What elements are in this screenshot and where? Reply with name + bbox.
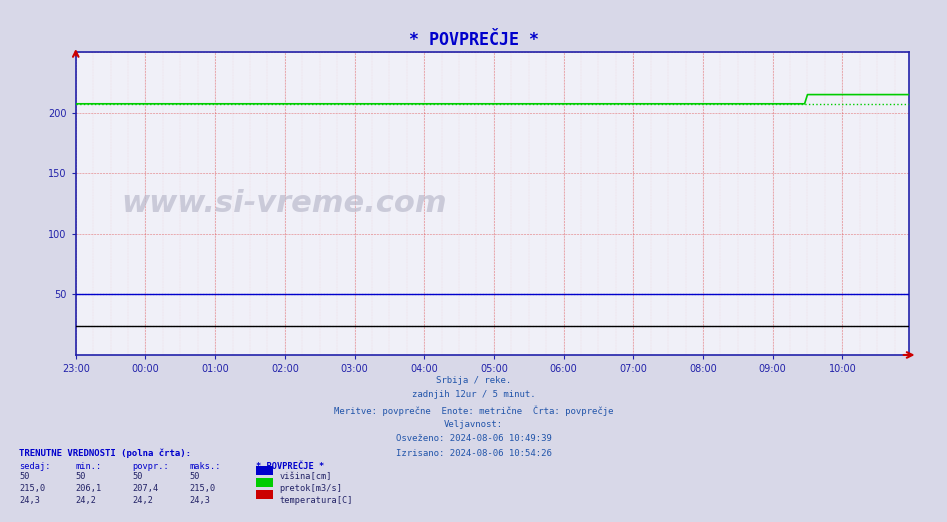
Text: 24,2: 24,2 — [133, 496, 153, 505]
Text: sedaj:: sedaj: — [19, 462, 50, 471]
Text: 50: 50 — [189, 472, 200, 481]
Text: 207,4: 207,4 — [133, 484, 159, 493]
Text: Osveženo: 2024-08-06 10:49:39: Osveženo: 2024-08-06 10:49:39 — [396, 434, 551, 443]
Text: min.:: min.: — [76, 462, 102, 471]
Text: 50: 50 — [19, 472, 29, 481]
Text: 50: 50 — [133, 472, 143, 481]
Text: www.si-vreme.com: www.si-vreme.com — [121, 189, 447, 218]
Text: povpr.:: povpr.: — [133, 462, 170, 471]
Text: Izrisano: 2024-08-06 10:54:26: Izrisano: 2024-08-06 10:54:26 — [396, 449, 551, 458]
Text: 206,1: 206,1 — [76, 484, 102, 493]
Text: višina[cm]: višina[cm] — [279, 472, 331, 481]
Text: 215,0: 215,0 — [19, 484, 45, 493]
Text: Srbija / reke.: Srbija / reke. — [436, 376, 511, 385]
Text: * POVPREČJE *: * POVPREČJE * — [408, 31, 539, 49]
Text: maks.:: maks.: — [189, 462, 221, 471]
Text: Meritve: povprečne  Enote: metrične  Črta: povprečje: Meritve: povprečne Enote: metrične Črta:… — [333, 405, 614, 416]
Text: 24,3: 24,3 — [189, 496, 210, 505]
Text: Veljavnost:: Veljavnost: — [444, 420, 503, 429]
Text: 50: 50 — [76, 472, 86, 481]
Text: zadnjih 12ur / 5 minut.: zadnjih 12ur / 5 minut. — [412, 390, 535, 399]
Text: temperatura[C]: temperatura[C] — [279, 496, 353, 505]
Text: 24,3: 24,3 — [19, 496, 40, 505]
Text: pretok[m3/s]: pretok[m3/s] — [279, 484, 343, 493]
Text: 215,0: 215,0 — [189, 484, 216, 493]
Text: TRENUTNE VREDNOSTI (polna črta):: TRENUTNE VREDNOSTI (polna črta): — [19, 449, 191, 458]
Text: * POVPREČJE *: * POVPREČJE * — [256, 462, 324, 471]
Text: 24,2: 24,2 — [76, 496, 97, 505]
